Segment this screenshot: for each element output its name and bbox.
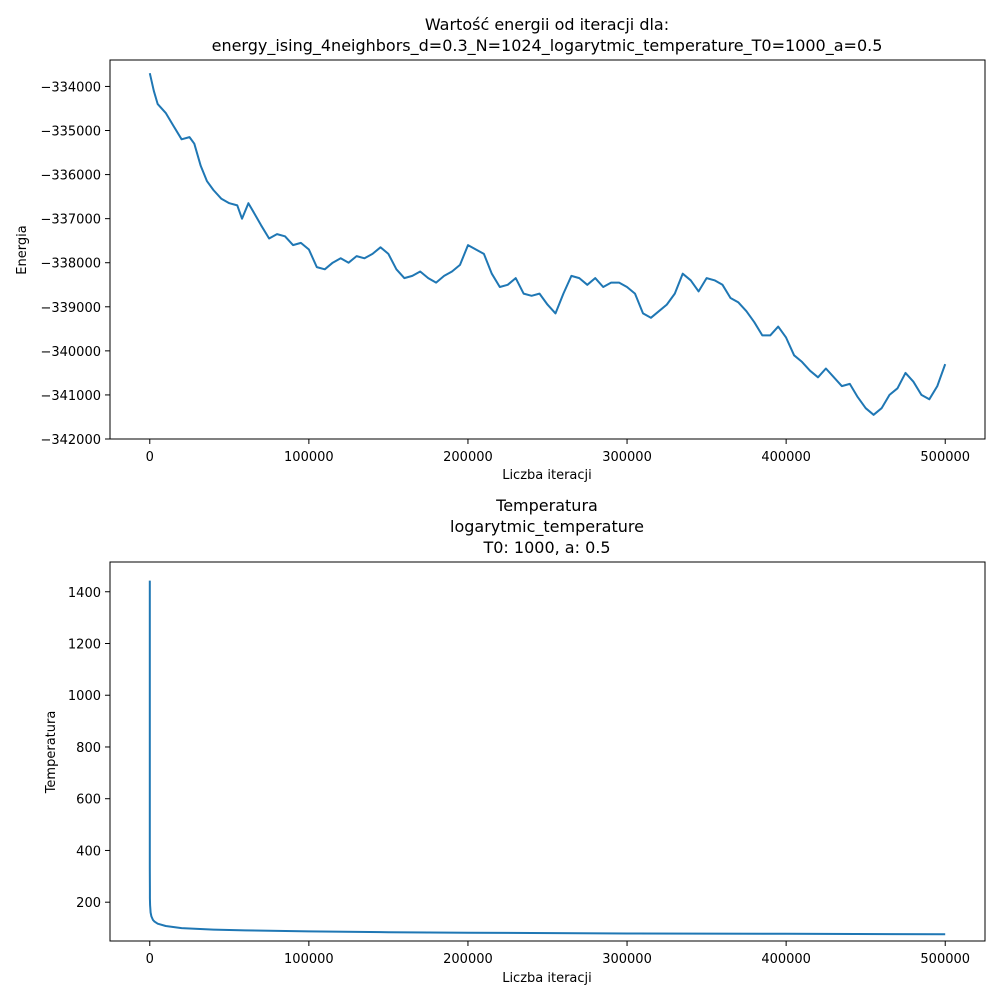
y-tick-label: 1400 <box>68 586 101 601</box>
x-tick-label: 0 <box>146 952 154 967</box>
y-tick-label: −341000 <box>40 389 101 404</box>
energy-y-axis-label: Energia <box>15 225 30 274</box>
y-tick-label: 1000 <box>68 689 101 704</box>
temperature-chart: Temperatura logarytmic_temperature T0: 1… <box>44 496 986 986</box>
y-tick-label: −338000 <box>40 257 101 272</box>
x-tick-label: 300000 <box>602 952 652 967</box>
temperature-series-line <box>148 580 946 936</box>
y-tick-label: −342000 <box>40 433 101 448</box>
energy-series-line <box>148 72 947 416</box>
y-tick-label: 200 <box>76 896 101 911</box>
temperature-chart-title-line-2: logarytmic_temperature <box>450 517 644 537</box>
y-tick-label: −340000 <box>40 345 101 360</box>
x-tick-label: 100000 <box>284 450 334 465</box>
energy-chart-title-line-1: Wartość energii od iteracji dla: <box>425 15 669 34</box>
x-tick-label: 200000 <box>443 450 493 465</box>
energy-chart-title-line-2: energy_ising_4neighbors_d=0.3_N=1024_log… <box>212 36 883 56</box>
y-tick-label: −334000 <box>40 80 101 95</box>
y-tick-label: 600 <box>76 793 101 808</box>
x-tick-label: 0 <box>146 450 154 465</box>
y-tick-label: 800 <box>76 741 101 756</box>
energy-x-axis-label: Liczba iteracji <box>502 468 592 483</box>
y-tick-label: 400 <box>76 844 101 859</box>
x-tick-label: 400000 <box>761 952 811 967</box>
x-tick-label: 400000 <box>761 450 811 465</box>
y-tick-label: 1200 <box>68 637 101 652</box>
y-tick-label: −337000 <box>40 213 101 228</box>
temperature-plot-frame <box>109 561 986 942</box>
x-tick-label: 300000 <box>602 450 652 465</box>
temperature-y-axis-label: Temperatura <box>44 711 59 795</box>
x-tick-label: 200000 <box>443 952 493 967</box>
energy-plot-frame <box>109 59 986 440</box>
y-tick-label: −336000 <box>40 169 101 184</box>
x-tick-label: 500000 <box>920 952 970 967</box>
temperature-chart-title-line-3: T0: 1000, a: 0.5 <box>482 538 610 557</box>
x-tick-label: 100000 <box>284 952 334 967</box>
temperature-x-axis-label: Liczba iteracji <box>502 971 592 986</box>
x-tick-label: 500000 <box>920 450 970 465</box>
energy-chart: Wartość energii od iteracji dla: energy_… <box>15 15 986 483</box>
y-tick-label: −335000 <box>40 125 101 140</box>
y-tick-label: −339000 <box>40 301 101 316</box>
temperature-chart-title-line-1: Temperatura <box>495 496 598 515</box>
